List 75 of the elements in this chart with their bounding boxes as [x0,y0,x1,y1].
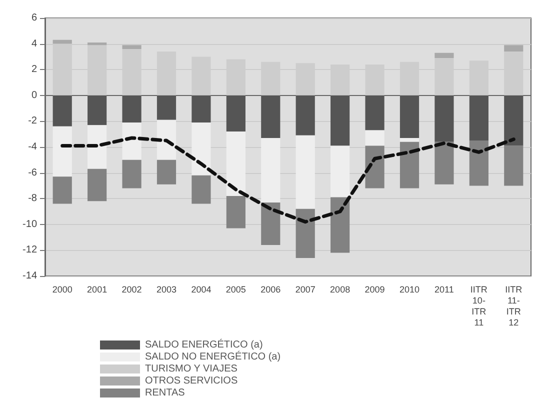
bar [330,197,350,253]
bar [192,175,211,204]
bar [261,138,280,202]
bar [122,122,142,160]
x-tick-label: 2005 [226,284,246,294]
bar [504,45,524,52]
bar [88,42,107,46]
bar [365,146,384,188]
x-tick-label: IITR 11- ITR 12 [505,284,523,328]
y-tick-label: -2 [28,116,38,127]
y-tick-label: -10 [22,218,38,230]
bar [261,202,280,246]
bar [156,160,176,184]
y-tick-label: -4 [28,142,38,152]
y-tick-label: 4 [31,38,38,50]
legend-label: OTROS SERVICIOS [145,376,238,386]
bar [52,95,72,126]
bar [469,95,488,141]
bar [330,95,350,146]
y-tick-label: -14 [22,270,38,282]
bar [296,95,315,136]
bar [88,125,107,169]
x-tick-label: 2006 [260,284,281,294]
x-tick-label: 2003 [156,284,177,294]
bar [365,95,384,130]
bar [296,135,315,209]
x-tick-label: IITR 10- ITR 11 [470,284,488,328]
legend-label: SALDO NO ENERGÉTICO (a) [145,350,281,362]
x-tick-label: 2009 [364,284,385,294]
x-tick-label: 2000 [52,284,72,294]
bar [296,208,315,258]
bar [469,140,488,186]
x-tick-label: 2010 [399,284,420,294]
bar [504,95,524,146]
bar [88,95,107,126]
legend-label: TURISMO Y VIAJES [145,364,238,374]
bar [400,142,420,188]
bar [261,95,280,138]
bar [434,52,454,58]
bar [52,40,72,44]
y-tick-label: 6 [31,12,38,24]
x-tick-label: 2011 [434,284,454,294]
bar [226,132,246,196]
y-tick-label: -8 [28,193,38,204]
x-tick-label: 2004 [191,284,212,294]
bar [192,95,211,122]
legend-label: RENTAS [145,388,186,398]
x-tick-label: 2001 [87,284,108,294]
bar [156,120,176,160]
bar [52,126,72,177]
bar [122,45,142,49]
line-series [60,136,516,224]
bar [365,130,384,146]
x-tick-label: 2002 [122,284,142,294]
bar [192,122,211,176]
bar [226,95,246,132]
bar [434,142,454,184]
bar [52,176,72,204]
y-tick-label: 2 [31,64,38,76]
bar [88,168,107,202]
bar [122,160,142,188]
bar [226,196,246,228]
bar [504,146,524,186]
y-tick-label: -12 [22,244,38,256]
bar [156,95,176,120]
bar [400,95,420,138]
bar [122,95,142,122]
x-tick-label: 2008 [330,284,350,294]
y-tick-label: -6 [28,167,38,178]
y-tick-label: 0 [31,90,38,101]
bar [330,146,350,198]
bar [434,95,454,142]
bar [400,138,420,142]
legend-label: SALDO ENERGÉTICO (a) [145,338,263,350]
x-tick-label: 2007 [295,284,316,294]
